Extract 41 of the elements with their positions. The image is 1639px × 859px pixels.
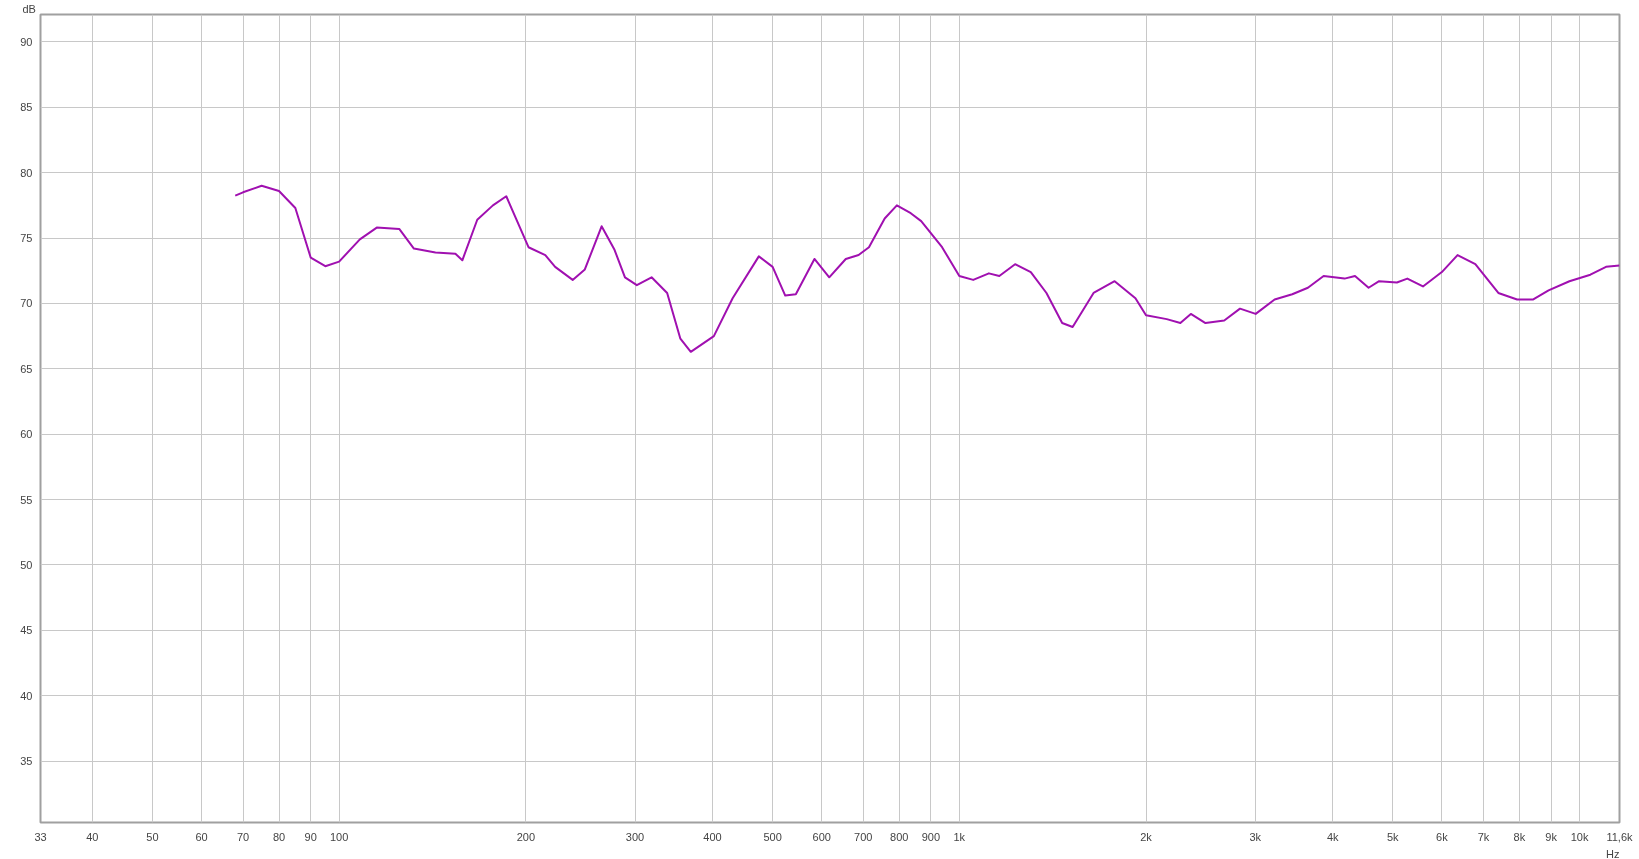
x-tick-label: 9k xyxy=(1545,830,1558,843)
x-tick-label: 4k xyxy=(1326,830,1340,843)
x-tick-label: 200 xyxy=(516,830,535,843)
y-tick-label: 90 xyxy=(20,35,33,48)
x-tick-label: 10k xyxy=(1570,830,1589,843)
y-tick-label: 35 xyxy=(20,755,33,768)
x-tick-label: 40 xyxy=(86,830,99,843)
y-axis-title: dB xyxy=(22,2,36,15)
x-tick-label: 300 xyxy=(625,830,645,843)
x-tick-label: 50 xyxy=(146,830,159,843)
y-tick-label: 65 xyxy=(20,362,33,375)
y-tick-label: 80 xyxy=(20,166,33,179)
x-tick-label: 5k xyxy=(1387,830,1400,843)
x-tick-label: 2k xyxy=(1140,830,1153,843)
x-tick-label: 80 xyxy=(272,830,286,843)
x-tick-label: 90 xyxy=(304,830,317,843)
x-tick-label: 800 xyxy=(890,830,909,843)
y-tick-label: 55 xyxy=(20,493,33,506)
y-tick-label: 50 xyxy=(20,558,33,571)
x-axis-title: Hz xyxy=(1606,847,1620,859)
x-tick-label: 900 xyxy=(921,830,941,843)
x-tick-label: 7k xyxy=(1477,830,1490,843)
x-tick-label: 100 xyxy=(329,830,349,843)
x-tick-label: 11,6k xyxy=(1606,830,1634,843)
y-tick-label: 70 xyxy=(20,297,33,310)
x-tick-label: 60 xyxy=(195,830,208,843)
x-tick-label: 700 xyxy=(854,830,873,843)
y-tick-label: 60 xyxy=(20,428,33,441)
y-tick-label: 75 xyxy=(20,232,33,245)
x-tick-label: 1k xyxy=(953,830,966,843)
y-tick-label: 85 xyxy=(20,101,33,114)
x-tick-label: 500 xyxy=(763,830,782,843)
y-tick-label: 45 xyxy=(20,624,33,637)
x-tick-label: 70 xyxy=(236,830,250,843)
x-tick-label: 400 xyxy=(703,830,722,843)
x-tick-label: 3k xyxy=(1249,830,1262,843)
x-tick-label: 600 xyxy=(812,830,831,843)
x-tick-label: 6k xyxy=(1436,830,1449,843)
x-tick-label: 8k xyxy=(1513,830,1526,843)
y-tick-label: 40 xyxy=(20,689,33,702)
x-tick-label: 33 xyxy=(34,830,47,843)
